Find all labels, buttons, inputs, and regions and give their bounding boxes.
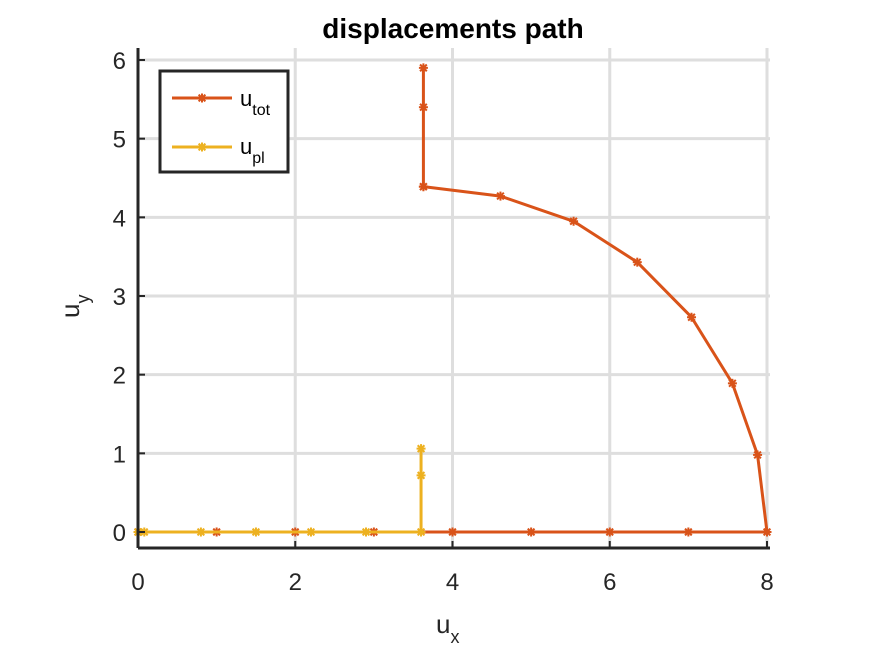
x-tick-label-6: 6 — [603, 569, 616, 596]
data-point-u-tot-5 — [526, 527, 536, 537]
y-tick-label-6: 6 — [113, 48, 126, 75]
y-axis-label-sub: y — [73, 295, 93, 304]
data-point-u-tot-16 — [418, 182, 428, 192]
data-point-u-pl-7 — [416, 470, 426, 480]
legend-box — [158, 69, 290, 174]
data-point-u-pl-3 — [251, 527, 261, 537]
data-point-u-pl-4 — [306, 527, 316, 537]
series-u-pl — [133, 444, 426, 537]
y-axis-label: uy — [55, 295, 93, 318]
x-axis-label-sub: x — [450, 627, 459, 647]
y-tick-label-1: 1 — [113, 441, 126, 468]
tick-labels: 0 2 4 6 8 0 1 2 3 4 5 6 — [113, 48, 774, 596]
x-tick-label-0: 0 — [131, 569, 144, 596]
data-point-u-pl-5 — [361, 527, 371, 537]
legend-marker-u-pl — [197, 142, 207, 152]
y-axis-label-main: u — [55, 304, 85, 318]
y-tick-label-3: 3 — [113, 284, 126, 311]
y-tick-label-4: 4 — [113, 205, 126, 232]
data-point-u-tot-12 — [632, 257, 642, 267]
data-point-u-pl-8 — [416, 444, 426, 454]
series-layer — [133, 63, 772, 537]
data-point-u-tot-17 — [418, 102, 428, 112]
legend-marker-u-tot — [197, 93, 207, 103]
data-point-u-tot-4 — [448, 527, 457, 537]
data-point-u-pl-2 — [196, 527, 206, 537]
data-point-u-tot-10 — [727, 378, 737, 388]
x-tick-label-8: 8 — [760, 569, 773, 596]
legend-label-u-tot-sub: tot — [252, 102, 270, 119]
data-point-u-tot-9 — [753, 450, 763, 460]
data-point-u-tot-18 — [418, 63, 428, 73]
x-tick-label-4: 4 — [446, 569, 459, 596]
x-axis-label: ux — [436, 609, 459, 647]
y-tick-label-2: 2 — [113, 363, 126, 390]
legend-label-u-tot: utot — [240, 86, 271, 119]
x-tick-label-2: 2 — [289, 569, 302, 596]
legend: utot upl — [158, 69, 290, 174]
legend-label-u-pl-main: u — [240, 134, 252, 159]
data-point-u-tot-14 — [495, 191, 505, 201]
legend-label-u-tot-main: u — [240, 86, 252, 111]
x-axis-label-main: u — [436, 609, 450, 639]
chart-title: displacements path — [322, 13, 583, 44]
data-point-u-tot-7 — [683, 527, 693, 537]
legend-label-u-pl-sub: pl — [252, 150, 264, 167]
axes — [136, 48, 770, 550]
y-tick-label-0: 0 — [113, 520, 126, 547]
legend-label-u-pl: upl — [240, 134, 265, 167]
data-point-u-tot-13 — [569, 216, 579, 226]
data-point-u-pl-6 — [416, 527, 426, 537]
y-tick-label-5: 5 — [113, 127, 126, 154]
data-point-u-tot-8 — [762, 527, 772, 537]
data-point-u-tot-6 — [605, 527, 615, 537]
data-point-u-tot-11 — [687, 312, 697, 322]
